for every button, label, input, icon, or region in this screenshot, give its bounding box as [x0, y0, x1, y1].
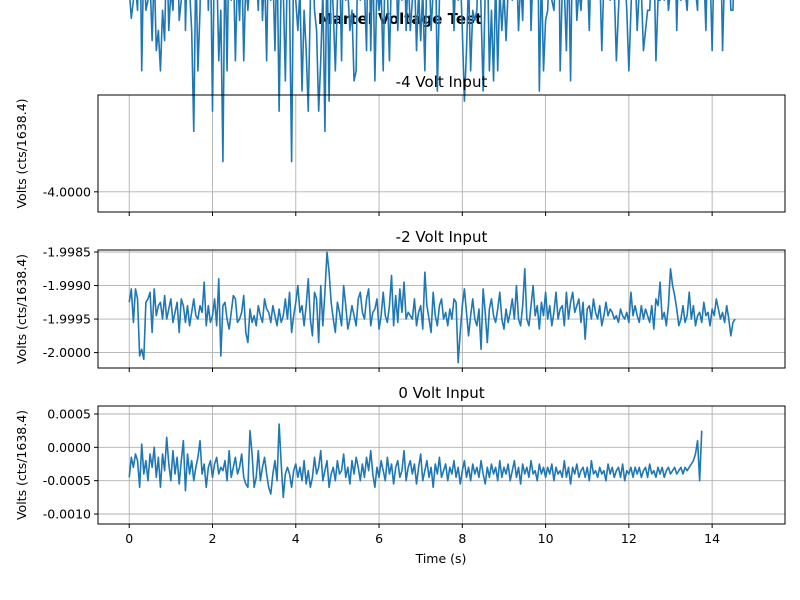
- x-tick-label: 2: [209, 531, 217, 546]
- x-tick-label: 12: [621, 531, 637, 546]
- y-tick-label: -4.0000: [43, 184, 91, 199]
- series-line: [128, 251, 736, 364]
- panel-title: 0 Volt Input: [398, 384, 484, 402]
- axes-frame: [97, 249, 786, 369]
- y-axis-label: Volts (cts/1638.4): [14, 410, 29, 520]
- panel-title: -2 Volt Input: [396, 228, 488, 246]
- figure-suptitle: Martel Voltage Test: [318, 10, 482, 28]
- panel-1: -2.0000 -1.9995 -1.9990 -1.9985 -2 Volt Inpu…: [14, 228, 786, 372]
- y-axis-label: Volts (cts/1638.4): [14, 98, 29, 208]
- x-tick-label: 6: [375, 531, 383, 546]
- y-tick-label: -1.9990: [43, 278, 91, 293]
- y-tick-label: -1.9985: [43, 245, 91, 260]
- axes-frame: [97, 405, 786, 525]
- x-tick-label: 10: [538, 531, 554, 546]
- x-tick-label: 8: [458, 531, 466, 546]
- panel-title: -4 Volt Input: [396, 73, 488, 91]
- y-tick-label: -0.0005: [43, 473, 91, 488]
- y-tick-label: -0.0010: [43, 507, 91, 522]
- series-line: [129, 0, 735, 163]
- y-axis-label: Volts (cts/1638.4): [14, 254, 29, 364]
- x-tick-label: 4: [292, 531, 300, 546]
- x-tick-label: 0: [125, 531, 133, 546]
- x-tick-label: 14: [704, 531, 720, 546]
- y-tick-label: 0.0000: [47, 440, 91, 455]
- axes-frame: [97, 94, 786, 213]
- y-tick-label: -2.0000: [43, 345, 91, 360]
- y-tick-label: -1.9995: [43, 312, 91, 327]
- x-axis-label: Time (s): [415, 551, 467, 566]
- series-line: [128, 423, 703, 499]
- panel-2: 0 2 4 6 8 10 12 14 -0.0010 -0.0005 0.0000 0.0005 0 V…: [14, 384, 786, 546]
- y-tick-label: 0.0005: [47, 407, 91, 422]
